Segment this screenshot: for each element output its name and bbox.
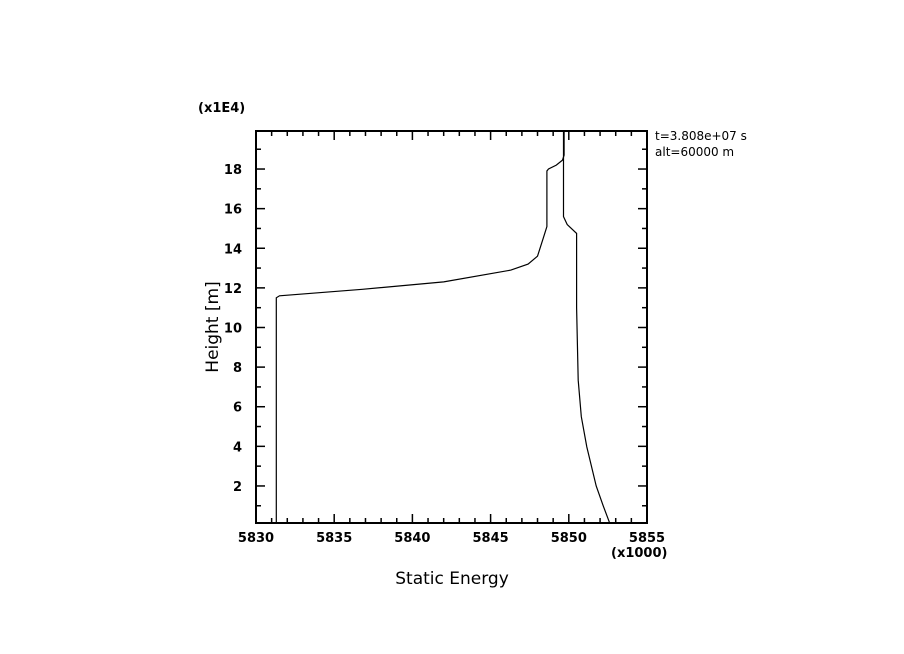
x-tick-label: 5845 [473,531,509,546]
x-tick-label: 5830 [238,531,274,546]
x-tick-label: 5835 [316,531,352,546]
y-multiplier-label: (x1E4) [198,101,245,116]
axis-ticks: 5830 5835 5840 5845 5850 5855 2 4 6 8 10 12 14 16 18 [224,131,665,546]
altitude-annotation: alt=60000 m [655,145,734,159]
series-line-1 [275,131,565,523]
x-tick-label: 5855 [629,531,665,546]
x-multiplier-label: (x1000) [611,546,667,561]
y-tick-label: 16 [224,203,242,218]
y-tick-label: 10 [224,321,242,336]
series-group [275,131,611,523]
y-tick-label: 12 [224,282,242,297]
x-axis-label: Static Energy [395,569,509,589]
x-tick-label: 5840 [394,531,430,546]
y-axis-label: Height [m] [203,281,223,372]
y-tick-label: 8 [233,361,242,376]
y-tick-label: 18 [224,163,242,178]
y-tick-label: 6 [233,401,242,416]
plot-frame [255,130,648,524]
series-line-2 [562,131,611,523]
y-tick-label: 2 [233,480,242,495]
time-annotation: t=3.808e+07 s [655,129,747,143]
x-tick-label: 5850 [551,531,587,546]
y-tick-label: 4 [233,440,242,455]
y-tick-label: 14 [224,242,242,257]
